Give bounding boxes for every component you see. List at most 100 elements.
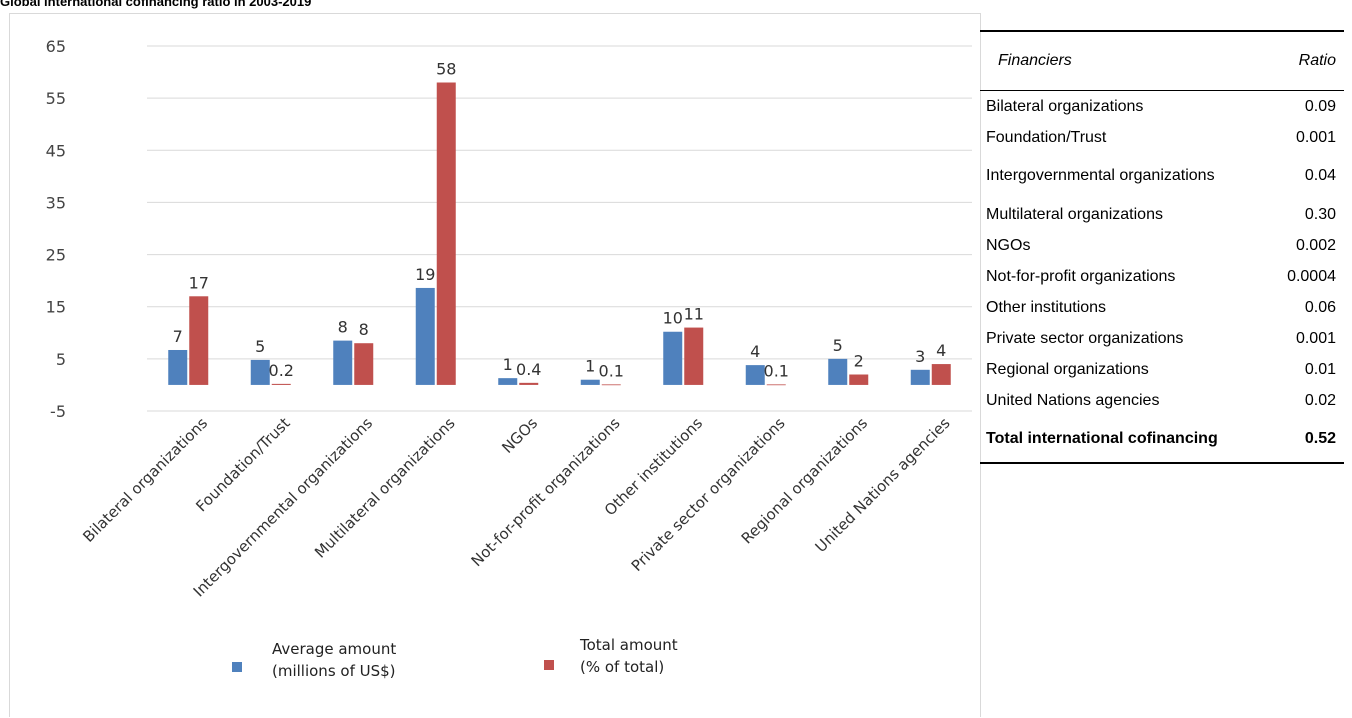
bar-average xyxy=(498,378,518,385)
table-row: Foundation/Trust 0.001 xyxy=(980,122,1344,153)
y-tick-label: -5 xyxy=(50,402,66,421)
table-header-row: Financiers Ratio xyxy=(980,30,1344,91)
y-tick-label: 65 xyxy=(46,37,66,56)
table-row: NGOs 0.002 xyxy=(980,230,1344,261)
x-tick-label: United Nations agencies xyxy=(812,414,954,556)
table-row: Regional organizations 0.01 xyxy=(980,354,1344,385)
table-total-row: Total international cofinancing 0.52 xyxy=(980,416,1344,464)
y-tick-label: 35 xyxy=(46,193,66,212)
y-tick-label: 15 xyxy=(46,298,66,317)
financier-name: Multilateral organizations xyxy=(986,205,1163,223)
data-label-average: 4 xyxy=(750,342,760,361)
x-tick-label: Multilateral organizations xyxy=(311,414,459,562)
financier-name: Private sector organizations xyxy=(986,329,1184,347)
x-tick-label: Not-for-profit organizations xyxy=(468,414,624,570)
bar-total xyxy=(684,327,704,385)
bar-average xyxy=(745,365,765,385)
x-tick-label: Private sector organizations xyxy=(628,414,789,575)
financier-name: Other institutions xyxy=(986,298,1107,316)
data-label-total: 17 xyxy=(189,273,209,292)
bar-average xyxy=(910,369,930,385)
legend-swatch-total xyxy=(544,660,554,670)
data-label-total: 0.1 xyxy=(599,361,624,380)
total-ratio: 0.52 xyxy=(1267,416,1344,464)
table-row: Multilateral organizations 0.30 xyxy=(980,199,1344,230)
data-label-total: 8 xyxy=(359,320,369,339)
table-row: Not-for-profit organizations 0.0004 xyxy=(980,261,1344,292)
data-label-average: 1 xyxy=(585,357,595,376)
header-financiers: Financiers xyxy=(980,30,1268,91)
bar-average xyxy=(828,358,848,385)
financier-ratio: 0.001 xyxy=(1295,329,1336,347)
y-tick-label: 55 xyxy=(46,89,66,108)
financier-ratio: 0.01 xyxy=(1304,360,1336,378)
y-tick-label: 5 xyxy=(56,350,66,369)
data-label-total: 4 xyxy=(936,341,946,360)
legend-label-average-line2: (millions of US$) xyxy=(272,662,396,680)
bar-total xyxy=(189,296,209,385)
financier-ratio: 0.002 xyxy=(1295,236,1336,254)
bar-average xyxy=(168,349,188,385)
bar-average xyxy=(580,379,600,385)
chart-frame: 65 55 45 35 25 15 5 -5 7 17 Bilateral organization… xyxy=(9,13,981,717)
header-ratio: Ratio xyxy=(1267,30,1344,91)
bar-total xyxy=(601,384,621,386)
financiers-table: Financiers Ratio Bilateral organizations… xyxy=(980,30,1344,464)
table-row: Intergovernmental organizations 0.04 xyxy=(980,153,1344,199)
bar-total xyxy=(766,384,786,386)
financier-ratio: 0.0004 xyxy=(1287,267,1336,285)
financier-ratio: 0.04 xyxy=(1304,167,1336,184)
x-tick-label: Intergovernmental organizations xyxy=(190,414,377,601)
table-row: Private sector organizations 0.001 xyxy=(980,323,1344,354)
data-label-average: 10 xyxy=(663,309,683,328)
bar-average xyxy=(415,287,435,385)
data-label-average: 3 xyxy=(915,347,925,366)
table-row: Other institutions 0.06 xyxy=(980,292,1344,323)
x-tick-label: Bilateral organizations xyxy=(79,414,211,546)
bar-total xyxy=(519,382,539,385)
data-label-total: 2 xyxy=(854,352,864,371)
financier-ratio: 0.30 xyxy=(1304,205,1336,223)
bar-total xyxy=(271,383,291,385)
data-label-average: 7 xyxy=(173,327,183,346)
financier-name: Regional organizations xyxy=(986,360,1149,378)
legend-label-average-line1: Average amount xyxy=(272,640,397,658)
bar-average xyxy=(333,340,353,385)
financier-name: Foundation/Trust xyxy=(986,128,1107,146)
data-label-total: 58 xyxy=(436,60,456,79)
financier-name: NGOs xyxy=(986,236,1031,254)
data-label-total: 11 xyxy=(684,305,704,324)
bar-average xyxy=(663,331,683,385)
financier-name: Bilateral organizations xyxy=(986,97,1144,115)
y-tick-label: 25 xyxy=(46,246,66,265)
bar-total xyxy=(931,364,951,385)
legend-label-total-line1: Total amount xyxy=(580,636,678,654)
data-label-average: 5 xyxy=(255,337,265,356)
y-tick-label: 45 xyxy=(46,141,66,160)
bar-total xyxy=(849,374,869,385)
financier-ratio: 0.06 xyxy=(1304,298,1336,316)
data-label-total: 0.1 xyxy=(764,361,789,380)
total-name: Total international cofinancing xyxy=(980,416,1268,464)
chart-heading: Global international cofinancing ratio i… xyxy=(0,0,312,9)
financier-ratio: 0.02 xyxy=(1304,391,1336,409)
legend-swatch-average xyxy=(232,662,242,672)
data-label-average: 5 xyxy=(833,336,843,355)
data-label-average: 8 xyxy=(338,318,348,337)
data-label-total: 0.4 xyxy=(516,360,541,379)
x-tick-label: NGOs xyxy=(498,414,541,457)
data-label-total: 0.2 xyxy=(269,361,294,380)
table-row: United Nations agencies 0.02 xyxy=(980,385,1344,416)
financier-ratio: 0.001 xyxy=(1295,128,1336,146)
data-label-average: 19 xyxy=(415,265,435,284)
legend-label-total-line2: (% of total) xyxy=(580,658,665,676)
financier-name: Intergovernmental organizations xyxy=(986,167,1215,184)
financier-name: Not-for-profit organizations xyxy=(986,267,1176,285)
data-label-average: 1 xyxy=(503,355,513,374)
table-row: Bilateral organizations 0.09 xyxy=(980,91,1344,123)
financier-ratio: 0.09 xyxy=(1304,97,1336,115)
bar-total xyxy=(436,82,456,385)
financier-name: United Nations agencies xyxy=(986,391,1160,409)
bar-total xyxy=(354,343,374,385)
